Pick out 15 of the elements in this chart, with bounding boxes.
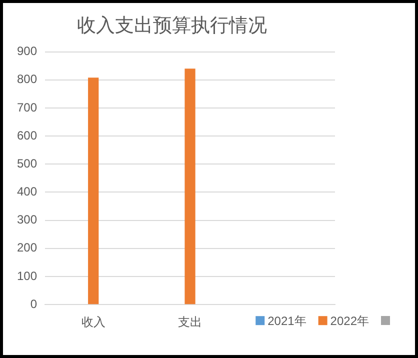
chart-title: 收入支出预算执行情况 (77, 16, 267, 37)
y-tick-label: 200 (16, 240, 38, 255)
y-tick-label: 900 (16, 44, 38, 58)
legend-label: 2022年 (330, 314, 370, 328)
y-tick-label: 400 (16, 184, 38, 199)
y-tick-label: 800 (16, 72, 38, 86)
x-tick-label: 收入 (81, 315, 106, 330)
x-tick-label: 支出 (178, 315, 202, 330)
legend-label: 2021年 (268, 314, 306, 328)
y-tick-label: 500 (16, 156, 38, 170)
y-tick-label: 300 (16, 212, 38, 227)
y-tick-label: 100 (16, 268, 38, 283)
y-tick-label: 700 (16, 100, 38, 114)
y-tick-label: 600 (16, 128, 38, 142)
y-tick-label: 0 (30, 296, 38, 311)
